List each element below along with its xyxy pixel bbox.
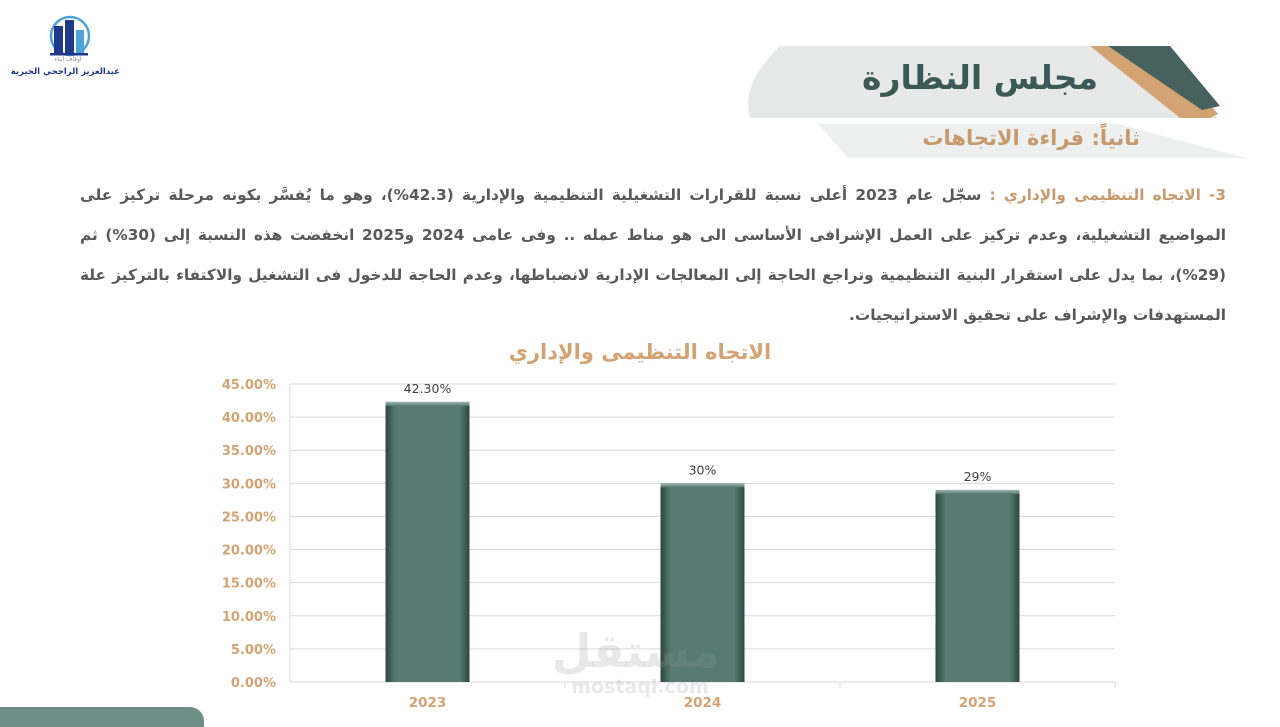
bar-cap [385,401,470,406]
footer-bar [0,707,204,727]
y-tick-label: 45.00% [222,378,276,393]
x-tick-label: 2024 [684,695,722,711]
paragraph-lead: 3- الاتجاه التنظيمى والإداري : [981,186,1227,204]
bar-cap [935,489,1020,494]
watermark: مستقل mostaql.com [551,624,720,698]
x-tick-label: 2025 [959,695,997,711]
y-tick-label: 10.00% [222,610,276,625]
logo-name: عبدالعزيز الراجحي الخيرية [10,67,120,77]
description-paragraph: 3- الاتجاه التنظيمى والإداري : سجّل عام … [80,175,1226,335]
data-label: 29% [964,469,992,484]
watermark-latin: mostaql.com [571,676,709,698]
data-label: 42.30% [404,381,452,396]
logo: أوقاف أبناء عبدالعزيز الراجحي الخيرية [10,14,120,80]
y-tick-label: 5.00% [231,643,276,658]
bar [385,401,470,682]
y-tick-label: 40.00% [222,411,276,426]
paragraph-text: سجّل عام 2023 أعلى نسبة للقرارات التشغيل… [80,186,1226,324]
x-tick-label: 2023 [409,695,447,711]
bar [660,483,745,682]
chart-title: الاتجاه التنظيمى والإداري [508,340,772,364]
title-banner [748,46,1220,118]
y-tick-label: 15.00% [222,577,276,592]
y-tick-label: 35.00% [222,444,276,459]
y-tick-label: 20.00% [222,544,276,559]
bar [935,489,1020,682]
data-label: 30% [689,462,717,477]
section-banner [818,124,1246,158]
y-tick-label: 30.00% [222,477,276,492]
y-tick-label: 0.00% [231,676,276,691]
bar-cap [660,483,745,488]
building-logo-icon [49,15,91,57]
section-title: ثانياً: قراءة الاتجاهات [922,126,1140,150]
logo-subtitle: أوقاف أبناء [54,56,82,63]
watermark-arabic: مستقل [551,624,720,678]
page-title: مجلس النظارة [861,58,1098,97]
y-tick-label: 25.00% [222,510,276,525]
bar-chart: 0.00% 5.00% 10.00% 15.00% 20.00% 25.00% 30.00%… [222,378,1116,711]
